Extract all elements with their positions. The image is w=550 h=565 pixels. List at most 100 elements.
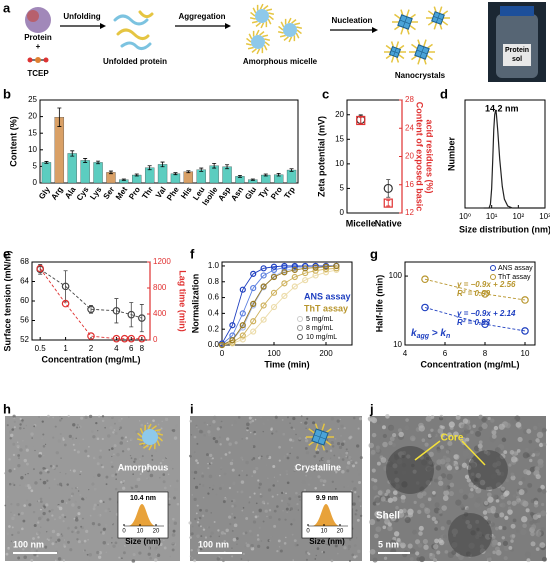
tem-grain	[8, 482, 12, 486]
tem-grain	[359, 514, 363, 518]
x-tick-label: 0	[220, 349, 225, 358]
tem-grain	[68, 498, 71, 501]
tem-grain	[385, 489, 391, 494]
tem-grain	[43, 505, 46, 509]
tem-grain	[136, 478, 140, 482]
micelle-chain	[255, 22, 261, 27]
tem-grain	[62, 559, 66, 562]
tem-grain	[281, 418, 284, 421]
micelle-chain	[295, 32, 300, 39]
tem-grain	[121, 417, 123, 420]
tem-grain	[522, 500, 529, 507]
tem-grain	[110, 536, 113, 539]
tem-grain	[443, 539, 449, 546]
tem-grain	[338, 483, 341, 485]
tem-grain	[279, 473, 282, 476]
plot-frame	[221, 261, 353, 346]
error-bar	[70, 150, 75, 157]
y2-tick-label: 24	[405, 123, 414, 132]
micelle-chain	[263, 44, 268, 51]
tem-grain	[34, 481, 38, 485]
tem-grain	[174, 424, 179, 428]
marker	[333, 265, 340, 272]
tem-grain	[316, 547, 320, 550]
tem-grain	[346, 465, 350, 469]
error-bar	[289, 168, 294, 172]
inset-label: 10.4 nm	[130, 495, 156, 502]
tem-grain	[207, 432, 212, 437]
y-tick-label: 20	[28, 112, 37, 121]
micelle-chain	[263, 5, 269, 10]
tem-grain	[155, 546, 158, 550]
marker	[302, 265, 309, 272]
tem-grain	[512, 494, 516, 498]
tem-grain	[388, 440, 393, 446]
tem-grain	[97, 429, 99, 432]
tem-grain	[202, 527, 205, 529]
tem-grain	[13, 417, 16, 420]
tem-grain	[93, 505, 96, 508]
tem-grain	[224, 453, 228, 456]
tem-grain	[400, 494, 406, 501]
tem-grain	[448, 490, 454, 497]
tem-grain	[92, 435, 96, 439]
tem-grain	[17, 446, 20, 449]
micelle-chain	[279, 34, 286, 38]
tem-grain	[491, 430, 497, 435]
micelle-chain	[262, 34, 269, 38]
tem-grain	[535, 470, 540, 475]
tem-grain	[319, 420, 322, 423]
tem-grain	[219, 426, 223, 429]
tem-grain	[115, 469, 120, 474]
tem-grain	[506, 500, 512, 505]
tem-grain	[52, 416, 55, 419]
tem-grain	[537, 462, 544, 468]
tem-grain	[245, 437, 249, 440]
tem-grain	[233, 420, 237, 424]
tem-grain	[55, 559, 57, 561]
tem-grain	[442, 534, 447, 539]
tem-grain	[284, 518, 287, 521]
micelle-chain	[255, 29, 260, 36]
y-tick-label: 60	[20, 296, 29, 305]
tem-grain	[502, 540, 509, 546]
tem-grain	[404, 517, 411, 524]
tem-grain	[16, 503, 20, 507]
tem-grain	[65, 472, 67, 475]
tem-grain	[49, 464, 53, 468]
tem-grain	[23, 458, 27, 463]
tem-grain	[242, 532, 246, 535]
bar	[67, 153, 77, 184]
tem-grain	[57, 439, 62, 443]
tem-grain	[65, 510, 67, 512]
tem-grain	[501, 536, 506, 540]
x-tick-label: 6	[443, 349, 448, 358]
tem-grain	[12, 453, 16, 457]
tem-grain	[510, 539, 514, 543]
tem-grain	[268, 515, 273, 520]
tem-grain	[446, 465, 453, 471]
tem-grain	[30, 489, 34, 493]
y-tick-label: 52	[20, 335, 29, 344]
fit-line	[39, 268, 142, 340]
tem-grain	[153, 558, 158, 562]
tem-grain	[11, 526, 14, 529]
tem-grain	[17, 464, 21, 468]
tem-grain	[348, 538, 352, 541]
y2-tick-label: 400	[153, 309, 167, 318]
tem-grain	[286, 456, 290, 460]
error-bar	[129, 302, 134, 328]
tem-grain	[397, 493, 401, 498]
tem-grain	[327, 543, 329, 546]
tem-grain	[251, 416, 253, 419]
inset-histogram	[312, 504, 340, 526]
tem-grain	[280, 499, 284, 502]
tem-grain	[453, 469, 457, 474]
tem-grain	[231, 424, 234, 426]
tem-grain	[268, 509, 272, 512]
tem-grain	[85, 529, 89, 533]
tem-grain	[42, 480, 47, 485]
tem-grain	[274, 415, 278, 419]
tem-grain	[32, 445, 35, 448]
tem-grain	[262, 422, 265, 426]
